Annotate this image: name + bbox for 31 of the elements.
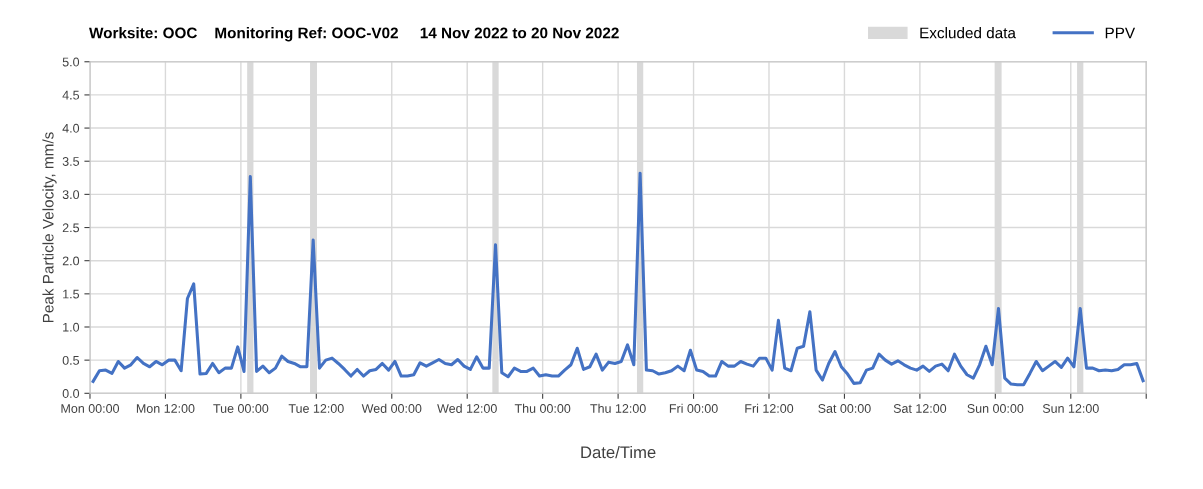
- x-tick-label: Mon 00:00: [61, 404, 120, 413]
- y-tick-label: 0.0: [62, 389, 80, 398]
- x-tick-label: Sun 12:00: [1042, 404, 1099, 413]
- y-tick-label: 2.0: [62, 256, 80, 266]
- x-tick-label: Sat 12:00: [893, 404, 947, 413]
- x-tick-label: Sun 00:00: [967, 404, 1024, 413]
- x-tick-label: Fri 12:00: [745, 403, 794, 413]
- x-tick-label: Tue 12:00: [288, 404, 344, 413]
- x-tick-label: Wed 00:00: [361, 403, 422, 413]
- x-tick-label: Tue 00:00: [213, 404, 269, 413]
- y-tick-label: 2.5: [62, 223, 80, 233]
- legend-label: PPV: [1105, 27, 1136, 39]
- x-axis-title: Date/Time: [581, 445, 656, 459]
- x-tick-label: Wed 12:00: [437, 403, 497, 413]
- chart-title: Worksite: OOC Monitoring Ref: OOC-V02 14 Nov 2022 to 20 Nov 2022: [89, 27, 619, 42]
- x-tick-label: Mon 12:00: [136, 404, 195, 413]
- y-tick-label: 3.0: [62, 190, 80, 200]
- y-tick-label: 5.0: [62, 57, 80, 67]
- x-tick-label: Sat 00:00: [818, 404, 871, 413]
- y-tick-label: 4.5: [62, 90, 80, 100]
- x-tick-label: Thu 00:00: [514, 403, 571, 413]
- x-tick-label: Fri 00:00: [669, 403, 718, 413]
- line-series: [91, 171, 1145, 387]
- legend-label: Excluded data: [920, 27, 1016, 39]
- y-tick-label: 3.5: [62, 157, 80, 166]
- y-tick-label: 0.5: [62, 355, 80, 365]
- y-tick-label: 4.0: [62, 123, 80, 133]
- x-tick-label: Thu 12:00: [590, 403, 646, 413]
- y-axis-title: Peak Particle Velocity, mm/s: [42, 132, 57, 323]
- y-tick-label: 1.5: [63, 289, 80, 299]
- y-tick-label: 1.0: [63, 322, 80, 332]
